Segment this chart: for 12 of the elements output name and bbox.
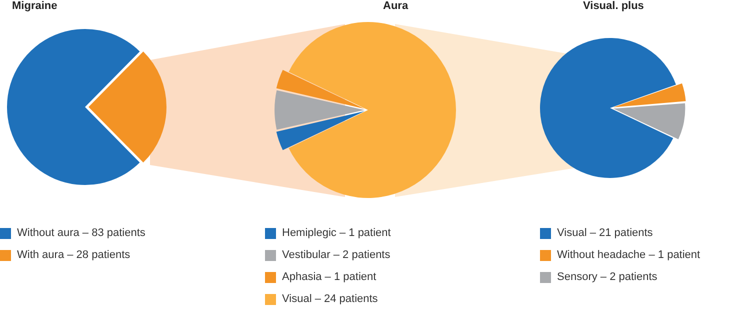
legend-label: Aphasia – 1 patient: [282, 271, 376, 283]
chart-title: Migraine: [12, 0, 58, 12]
legend-label: Hemiplegic – 1 patient: [282, 227, 391, 239]
legend-label: Visual – 21 patients: [557, 227, 653, 239]
chart-title: Visual. plus: [583, 0, 644, 12]
legend-label: Visual – 24 patients: [282, 293, 378, 305]
chart-title: Aura: [383, 0, 408, 12]
legend-label: Sensory – 2 patients: [557, 271, 658, 283]
legend-label: Without headache – 1 patient: [557, 249, 700, 261]
legend-label: With aura – 28 patients: [17, 249, 130, 261]
legend-label: Vestibular – 2 patients: [282, 249, 390, 261]
legend-label: Without aura – 83 patients: [17, 227, 146, 239]
